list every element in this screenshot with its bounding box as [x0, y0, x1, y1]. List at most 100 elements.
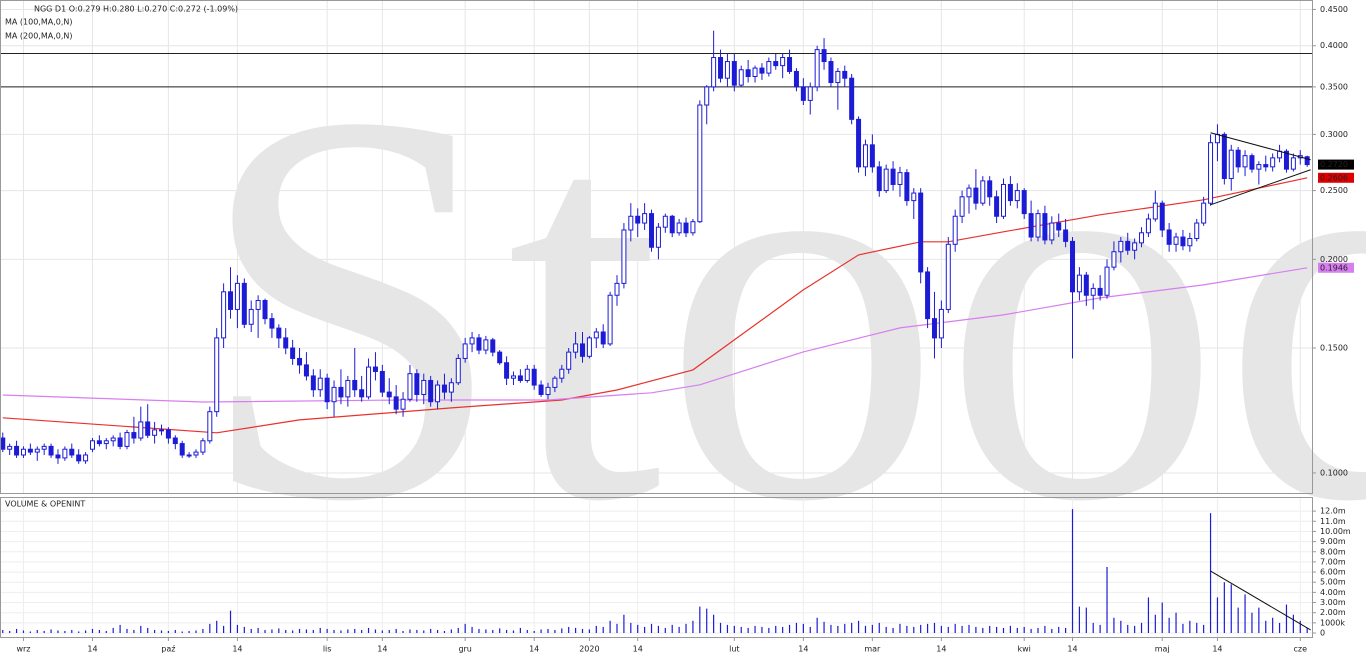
- candle-body: [711, 57, 717, 88]
- candle-body: [379, 370, 385, 393]
- candle-body: [1173, 236, 1179, 245]
- candle-body: [248, 308, 254, 325]
- candle-body: [607, 294, 613, 345]
- x-tick-label: 2020: [579, 645, 599, 654]
- x-tick-label: paź: [161, 645, 175, 654]
- candle-body: [1090, 287, 1096, 296]
- candle-body: [297, 357, 303, 366]
- header: NGG D1 O:0.279 H:0.280 L:0.270 C:0.272 (…: [34, 5, 238, 14]
- candle-body: [1270, 157, 1276, 168]
- y-tick-label: 0.2000: [1320, 255, 1348, 264]
- candle-body: [1290, 157, 1296, 170]
- volume-tick-label: 5.00m: [1320, 578, 1346, 587]
- volume-tick-label: 12.0m: [1320, 507, 1346, 516]
- candle-body: [745, 69, 751, 77]
- candle-body: [918, 192, 924, 273]
- candle-body: [55, 454, 61, 459]
- candle-body: [331, 386, 337, 403]
- candle-body: [959, 196, 965, 217]
- volume-tick-label: 1000k: [1320, 618, 1345, 627]
- candle-body: [966, 187, 972, 198]
- price-tag: [1318, 262, 1354, 273]
- candle-body: [41, 445, 47, 450]
- candle-body: [352, 379, 358, 391]
- y-tick-label: 0.1000: [1320, 468, 1348, 477]
- price-tag-label: 0.2606: [1320, 173, 1348, 182]
- candle-body: [234, 282, 240, 310]
- price-tag-label: 0.1946: [1320, 263, 1348, 272]
- candle-body: [345, 379, 351, 398]
- candle-body: [1007, 183, 1013, 202]
- candle-body: [1056, 222, 1062, 231]
- candle-body: [1042, 213, 1048, 241]
- x-tick-label: 14: [529, 645, 539, 654]
- candle-body: [1256, 164, 1262, 170]
- candle-body: [931, 318, 937, 339]
- candle-body: [579, 343, 585, 357]
- candle-body: [1180, 236, 1186, 247]
- marks: [0, 30, 1312, 633]
- x-tick-label: lut: [729, 645, 739, 654]
- candle-body: [372, 366, 378, 372]
- candle-body: [1035, 213, 1041, 238]
- candle-body: [76, 454, 82, 462]
- candle-body: [400, 398, 406, 410]
- candle-body: [414, 373, 420, 395]
- candle-body: [441, 384, 447, 393]
- candle-body: [800, 86, 806, 101]
- x-tick-label: 14: [377, 645, 387, 654]
- candle-body: [497, 351, 503, 364]
- volume-tick-label: 6.00m: [1320, 568, 1346, 577]
- volume-tick-label: 8.00m: [1320, 547, 1346, 556]
- candle-body: [869, 144, 875, 168]
- candle-body: [1159, 202, 1165, 231]
- candle-body: [690, 221, 696, 234]
- candle-body: [269, 318, 275, 329]
- volume-tick-label: 4.00m: [1320, 588, 1346, 597]
- trendline: [1210, 169, 1311, 206]
- candle-body: [69, 448, 75, 456]
- candle-body: [1145, 218, 1151, 234]
- candle-body: [1049, 222, 1055, 241]
- candle-body: [172, 437, 178, 445]
- x-tick-label: 14: [87, 645, 97, 654]
- candle-body: [517, 375, 523, 381]
- candle-body: [1063, 229, 1069, 242]
- candle-body: [1214, 133, 1220, 144]
- candle-body: [876, 166, 882, 192]
- candle-body: [428, 379, 434, 403]
- candle-body: [145, 421, 151, 436]
- y-tick-label: 0.2500: [1320, 186, 1348, 195]
- candle-body: [814, 49, 820, 88]
- candle-body: [262, 299, 268, 320]
- candle-body: [338, 386, 344, 398]
- candle-body: [103, 440, 109, 445]
- volume-tick-label: 3.00m: [1320, 598, 1346, 607]
- candle-body: [221, 291, 227, 339]
- candle-body: [62, 448, 68, 459]
- y-tick-label: 0.4000: [1320, 41, 1348, 50]
- candle-body: [448, 382, 454, 393]
- candle-body: [241, 282, 247, 325]
- watermark: Stooq: [195, 0, 1366, 618]
- volume-panel-border: [0, 497, 1313, 638]
- candle-body: [1083, 274, 1089, 296]
- candle-body: [476, 337, 482, 351]
- candle-body: [7, 445, 13, 450]
- price-tag: [1318, 159, 1354, 170]
- candle-body: [1070, 240, 1076, 293]
- candle-body: [731, 61, 737, 86]
- candle-body: [559, 368, 565, 379]
- candle-body: [766, 61, 772, 74]
- volume-tick-label: 10.00m: [1320, 527, 1351, 536]
- candle-body: [669, 215, 675, 234]
- x-tick-label: lis: [323, 645, 332, 654]
- x-tick-label: mar: [864, 645, 881, 654]
- candle-body: [34, 448, 40, 453]
- y-tick-label: 0.1500: [1320, 343, 1348, 352]
- candle-body: [897, 172, 903, 185]
- candle-body: [14, 445, 20, 456]
- candle-body: [1021, 190, 1027, 215]
- candle-body: [724, 61, 730, 79]
